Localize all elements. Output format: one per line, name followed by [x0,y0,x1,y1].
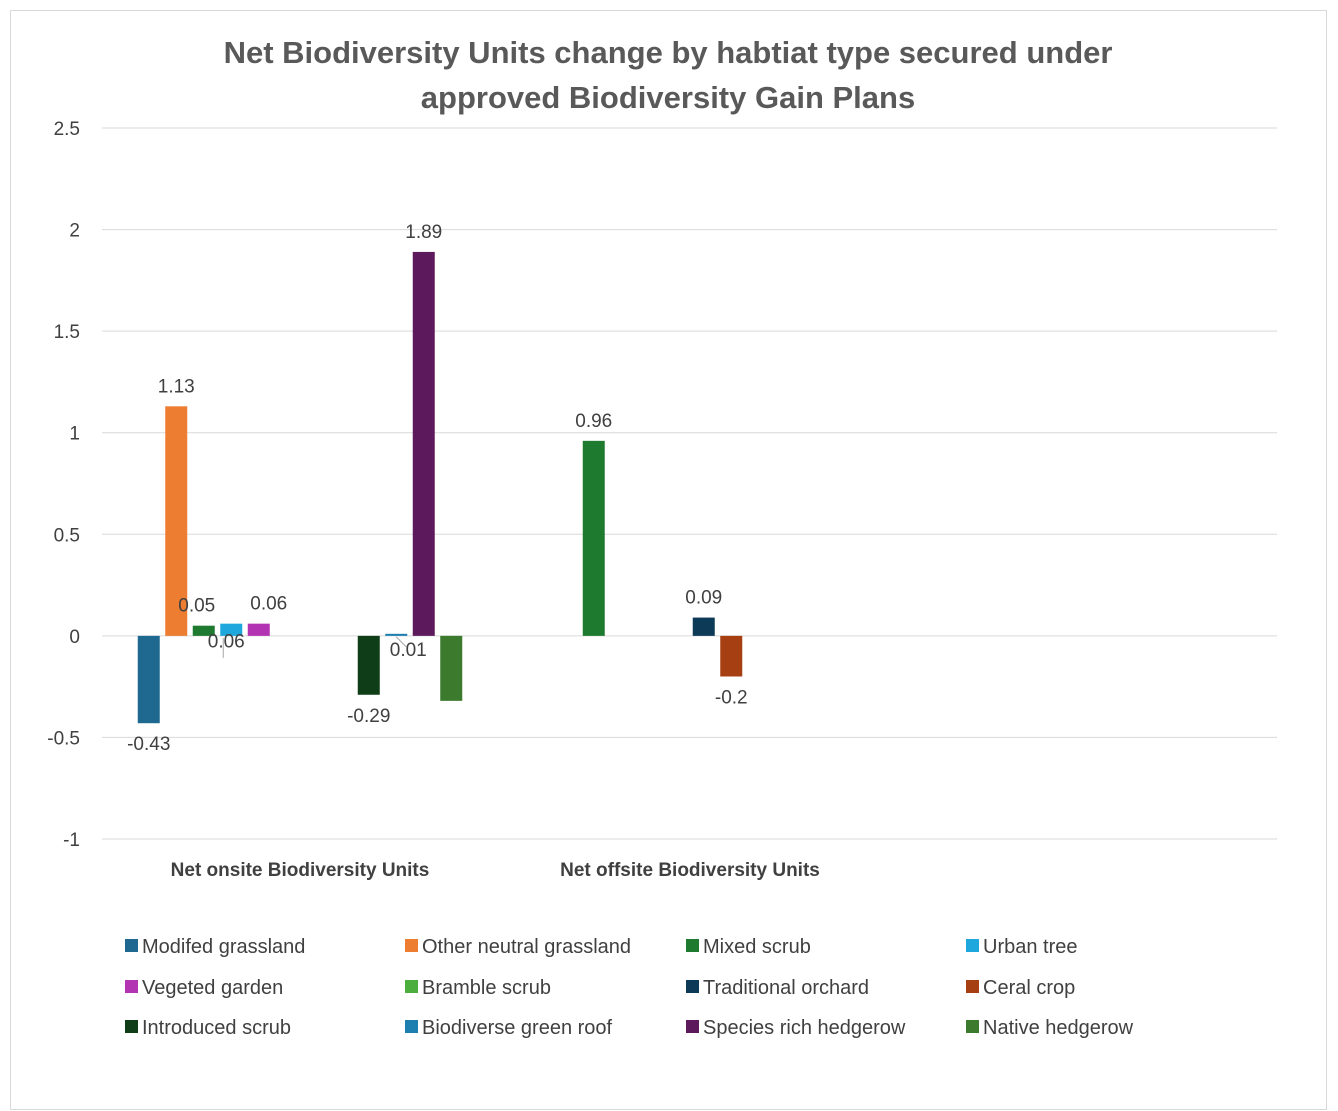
y-tick-label: 2.5 [54,119,80,140]
category-label: Net offsite Biodiversity Units [560,860,820,881]
legend-swatch [966,1020,979,1033]
bar [357,635,380,695]
legend-swatch [405,980,418,993]
bar [385,633,408,636]
chart-title: Net Biodiversity Units change by habtiat… [224,35,1113,115]
data-labels: -0.43 1.13 0.05 0.060.06 -0.29 0.01 1.89 0.96 0.… [127,222,748,755]
legend-item: Biodiverse green roof [405,1017,613,1039]
bar [220,623,243,636]
legend-label: Traditional orchard [703,977,869,999]
legend-swatch [686,980,699,993]
legend-swatch [125,1020,138,1033]
legend-label: Species rich hedgerow [703,1017,906,1039]
y-tick-label: 1.5 [54,322,80,343]
data-label: 0.06 [208,632,245,653]
y-tick-label: 0 [69,627,80,648]
leader-line [395,636,407,648]
bar [192,625,215,636]
bar [720,635,743,677]
chart-frame [10,10,1327,1110]
bar [582,440,605,636]
legend-item: Modifed grassland [125,936,305,958]
data-label: 0.09 [685,588,722,609]
bar [412,251,435,636]
legend-item: Traditional orchard [686,977,869,999]
legend-swatch [405,939,418,952]
gridlines [102,127,1277,840]
bar [692,617,715,636]
data-label: 0.06 [250,594,287,615]
bar [247,623,270,636]
legend-label: Modifed grassland [142,936,305,958]
y-tick-label: 1 [69,424,80,445]
legend-swatch [966,939,979,952]
legend-swatch [686,939,699,952]
legend-item: Other neutral grassland [405,936,631,958]
data-label: -0.43 [127,734,170,755]
y-tick-label: -1 [63,830,80,851]
data-label: 1.13 [158,376,195,397]
legend-item: Introduced scrub [125,1017,291,1039]
y-axis-ticks: 2.5 2 1.5 1 0.5 0 -0.5 -1 [47,119,80,851]
legend-item: Ceral crop [966,977,1075,999]
bar [165,406,188,636]
category-labels: Net onsite Biodiversity Units Net offsite… [171,860,820,881]
legend-label: Introduced scrub [142,1017,291,1039]
y-tick-label: -0.5 [47,728,80,749]
legend-label: Urban tree [983,936,1078,958]
legend-label: Ceral crop [983,977,1075,999]
y-tick-label: 0.5 [54,525,80,546]
legend-swatch [405,1020,418,1033]
y-tick-label: 2 [69,221,80,242]
legend-item: Mixed scrub [686,936,811,958]
bars [137,251,743,724]
chart-title-line-2: approved Biodiversity Gain Plans [421,80,915,115]
legend-label: Vegeted garden [142,977,283,999]
legend-swatch [966,980,979,993]
legend-swatch [125,939,138,952]
data-label: -0.2 [715,687,748,708]
data-label: 0.05 [178,596,215,617]
legend: Modifed grassland Other neutral grassland… [125,936,1134,1039]
legend-label: Native hedgerow [983,1017,1134,1039]
chart-title-line-1: Net Biodiversity Units change by habtiat… [224,35,1113,70]
data-label: 0.96 [575,411,612,432]
legend-item: Species rich hedgerow [686,1017,906,1039]
data-label: -0.29 [347,706,390,727]
legend-swatch [686,1020,699,1033]
category-label: Net onsite Biodiversity Units [171,860,430,881]
data-label: 0.01 [390,640,427,661]
legend-item: Native hedgerow [966,1017,1134,1039]
legend-item: Urban tree [966,936,1078,958]
legend-label: Other neutral grassland [422,936,631,958]
legend-item: Bramble scrub [405,977,551,999]
bar [137,635,160,724]
legend-label: Bramble scrub [422,977,551,999]
legend-item: Vegeted garden [125,977,283,999]
legend-label: Biodiverse green roof [422,1017,613,1039]
bar [440,635,463,701]
legend-swatch [125,980,138,993]
legend-label: Mixed scrub [703,936,811,958]
data-label: 1.89 [405,222,442,243]
